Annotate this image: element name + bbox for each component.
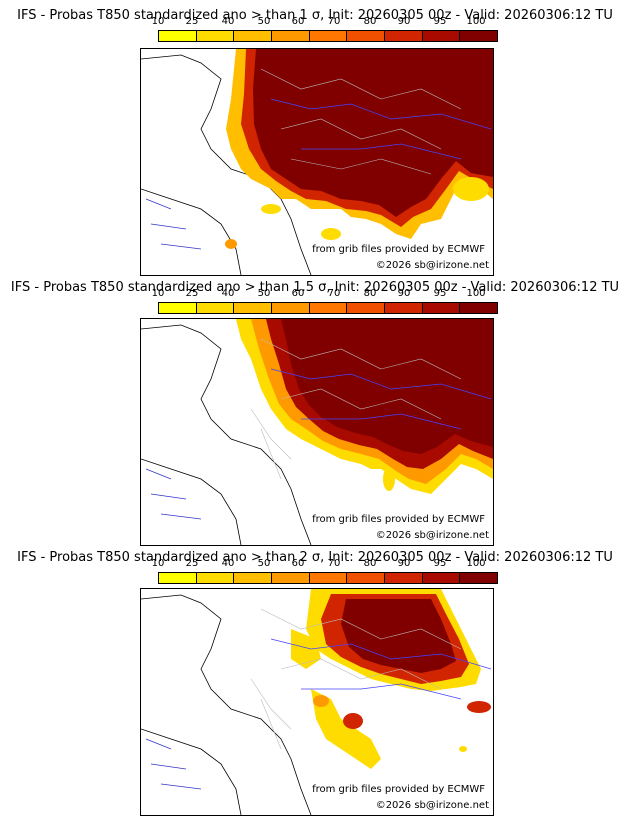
colorbar-ticks: 10 25 40 50 60 70 80 90 95 100: [152, 288, 498, 302]
colorbar-tick: 70: [327, 558, 341, 569]
colorbar-tick: 90: [397, 558, 411, 569]
colorbar-swatch: [422, 31, 461, 41]
colorbar-swatch: [347, 303, 386, 313]
probability-map: from grib files provided by ECMWF ©2026 …: [140, 48, 494, 276]
colorbar-tick: 40: [221, 558, 235, 569]
colorbar-swatch: [272, 573, 310, 583]
colorbar-swatch: [234, 31, 273, 41]
panel-title: IFS - Probas T850 standardized ano > tha…: [10, 280, 620, 295]
data-source-credit: from grib files provided by ECMWF: [312, 244, 485, 255]
colorbar-tick: 60: [291, 16, 305, 27]
colorbar-swatch: [196, 573, 235, 583]
colorbar-swatch: [234, 303, 273, 313]
colorbar-tick: 95: [433, 558, 447, 569]
colorbar-ticks: 10 25 40 50 60 70 80 90 95 100: [152, 16, 498, 30]
data-source-credit: from grib files provided by ECMWF: [312, 784, 485, 795]
colorbar-tick: 40: [221, 288, 235, 299]
colorbar-swatch: [159, 303, 197, 313]
colorbar-tick: 100: [466, 558, 486, 569]
colorbar-tick: 10: [151, 558, 165, 569]
colorbar-tick: 50: [257, 558, 271, 569]
colorbar-swatch: [196, 303, 235, 313]
colorbar-tick: 70: [327, 16, 341, 27]
map-panel-1: IFS - Probas T850 standardized ano > tha…: [0, 0, 630, 276]
copyright-credit: ©2026 sb@irizone.net: [375, 530, 489, 541]
colorbar-tick: 80: [363, 16, 377, 27]
map-canvas: [141, 589, 492, 815]
colorbar-tick: 10: [151, 16, 165, 27]
colorbar-swatch: [159, 31, 197, 41]
colorbar-swatch: [159, 573, 197, 583]
colorbar-tick: 90: [397, 16, 411, 27]
colorbar-tick: 25: [185, 558, 199, 569]
colorbar-tick: 25: [185, 288, 199, 299]
colorbar-ticks: 10 25 40 50 60 70 80 90 95 100: [152, 558, 498, 572]
panel-title: IFS - Probas T850 standardized ano > tha…: [17, 8, 613, 23]
colorbar-tick: 95: [433, 16, 447, 27]
probability-map: from grib files provided by ECMWF ©2026 …: [140, 588, 494, 816]
map-panel-3: IFS - Probas T850 standardized ano > tha…: [0, 540, 630, 820]
colorbar-tick: 90: [397, 288, 411, 299]
map-canvas: [141, 49, 493, 275]
colorbar-swatch: [422, 303, 461, 313]
colorbar-tick: 100: [466, 16, 486, 27]
colorbar-swatch: [272, 31, 310, 41]
colorbar-tick: 60: [291, 558, 305, 569]
colorbar-tick: 40: [221, 16, 235, 27]
panel-title: IFS - Probas T850 standardized ano > tha…: [17, 550, 613, 565]
colorbar-swatch: [234, 573, 273, 583]
colorbar-swatch: [422, 573, 461, 583]
data-source-credit: from grib files provided by ECMWF: [312, 514, 485, 525]
map-panel-2: IFS - Probas T850 standardized ano > tha…: [0, 270, 630, 546]
colorbar: [158, 572, 498, 584]
colorbar-swatch: [309, 303, 348, 313]
colorbar-tick: 10: [151, 288, 165, 299]
colorbar-swatch: [309, 31, 348, 41]
colorbar-swatch: [347, 31, 386, 41]
colorbar-tick: 80: [363, 288, 377, 299]
colorbar-tick: 80: [363, 558, 377, 569]
colorbar-tick: 50: [257, 16, 271, 27]
colorbar-swatch: [385, 573, 423, 583]
colorbar-tick: 100: [466, 288, 486, 299]
colorbar: [158, 30, 498, 42]
copyright-credit: ©2026 sb@irizone.net: [375, 260, 489, 271]
colorbar-swatch: [385, 31, 423, 41]
colorbar-tick: 70: [327, 288, 341, 299]
colorbar-tick: 25: [185, 16, 199, 27]
copyright-credit: ©2026 sb@irizone.net: [375, 800, 489, 811]
colorbar-swatch: [460, 303, 498, 313]
colorbar-swatch: [460, 31, 498, 41]
map-canvas: [141, 319, 493, 545]
colorbar-swatch: [347, 573, 386, 583]
colorbar: [158, 302, 498, 314]
colorbar-swatch: [385, 303, 423, 313]
colorbar-swatch: [460, 573, 498, 583]
colorbar-swatch: [196, 31, 235, 41]
colorbar-tick: 50: [257, 288, 271, 299]
probability-map: from grib files provided by ECMWF ©2026 …: [140, 318, 494, 546]
colorbar-tick: 95: [433, 288, 447, 299]
colorbar-swatch: [309, 573, 348, 583]
colorbar-swatch: [272, 303, 310, 313]
colorbar-tick: 60: [291, 288, 305, 299]
